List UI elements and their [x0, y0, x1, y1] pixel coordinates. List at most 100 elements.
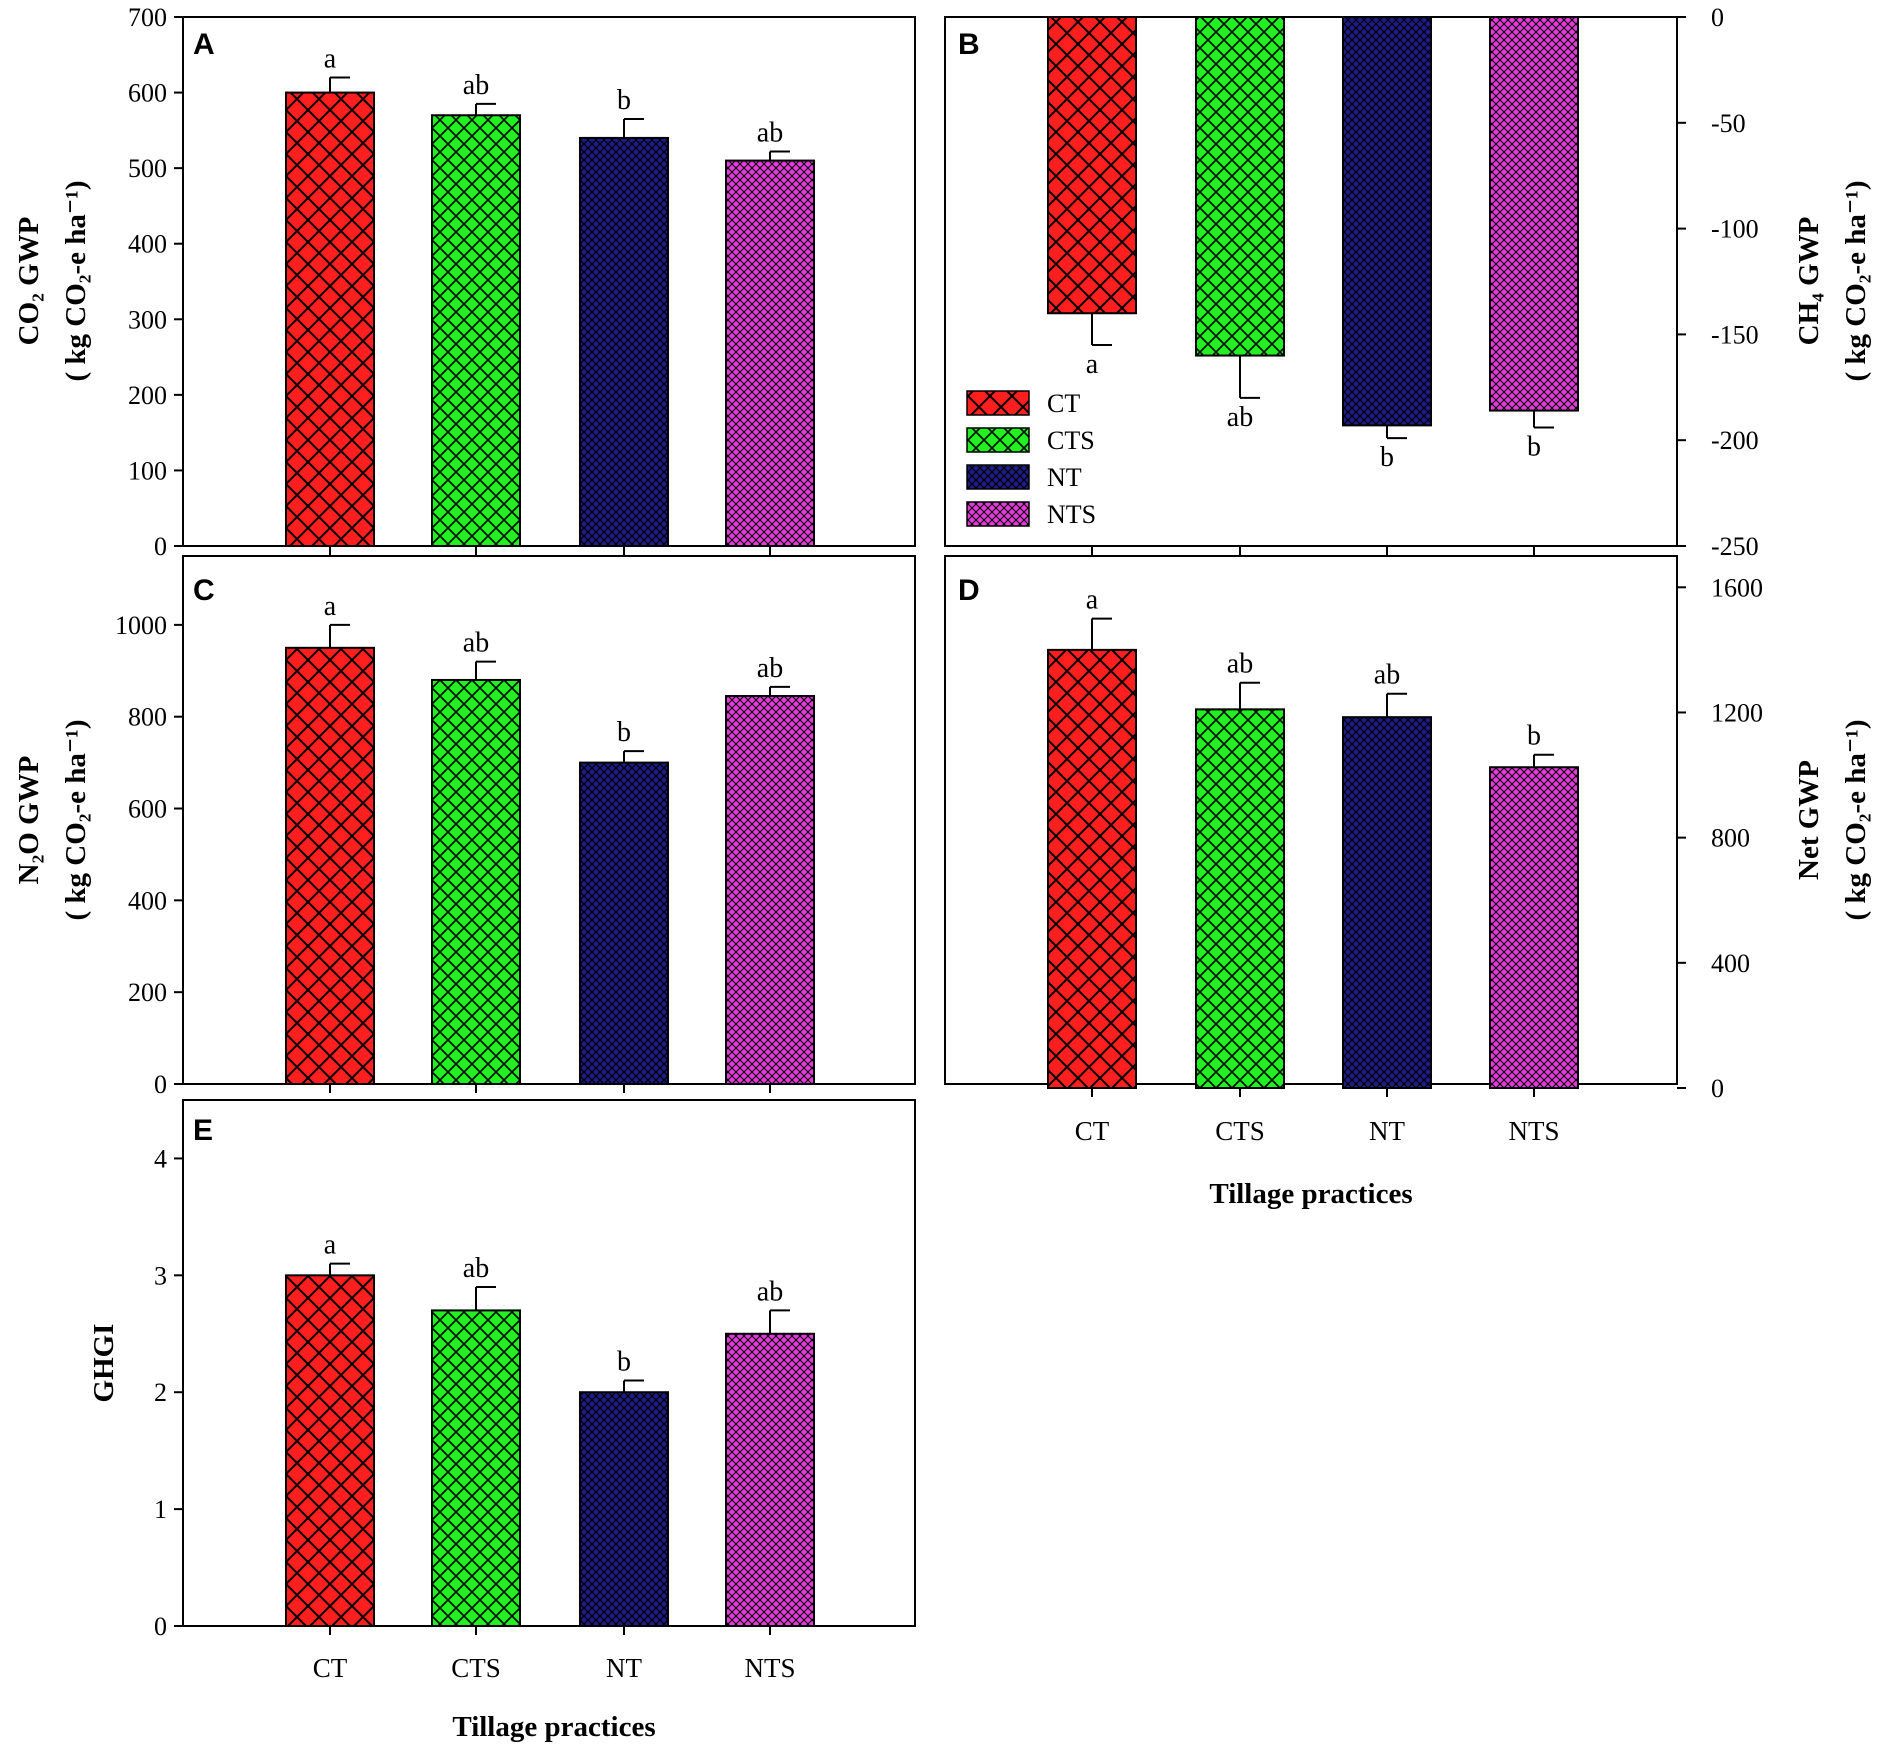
panel-d-ytick-label: 1600 [1711, 573, 1763, 602]
panel-a-frame [182, 16, 916, 547]
panel-c-ytick-label: 0 [154, 1070, 167, 1099]
panel-c-ytick-label: 400 [128, 886, 167, 915]
legend-swatch-nt [966, 464, 1030, 490]
panel-e-frame [182, 1099, 916, 1627]
panel-b-ytick-label: -50 [1711, 109, 1746, 138]
panel-d-bar [1342, 716, 1432, 1090]
panel-a-ytick-label: 400 [128, 230, 167, 259]
panel-d-category-label: NT [1369, 1116, 1405, 1146]
panel-c-bar [285, 646, 375, 1086]
panel-c-ytick-label: 200 [128, 978, 167, 1007]
legend: CT CTS NT NTS [966, 389, 1096, 529]
panel-b-bar [1195, 16, 1285, 357]
panel-d-category-label: NTS [1508, 1116, 1559, 1146]
panel-d-bar [1047, 648, 1137, 1089]
panel-b-ylabel: CH₄ GWP [1793, 217, 1825, 346]
legend-swatch-nts [966, 501, 1030, 527]
panel-d-sig-letter: a [1086, 585, 1099, 616]
panel-a-ylabel-unit: ( kg CO₂-e ha⁻¹) [60, 180, 92, 381]
panel-a-ytick-label: 100 [128, 456, 167, 485]
panel-b-sig-letter: b [1527, 432, 1541, 463]
panel-a-bar [725, 159, 815, 547]
panel-e-label: E [193, 1114, 213, 1147]
panel-c-ytick-label: 600 [128, 795, 167, 824]
panel-d-ytick-label: 400 [1711, 949, 1750, 978]
panel-a-bar [285, 91, 375, 547]
panel-e-sig-letter: ab [463, 1253, 489, 1284]
panel-e-sig-letter: ab [757, 1276, 783, 1307]
panel-b-sig-letter: ab [1227, 402, 1253, 433]
panel-d-bar [1195, 708, 1285, 1089]
panel-d-bar [1489, 766, 1579, 1089]
panel-c-bar [725, 695, 815, 1085]
panel-d-ytick-label: 1200 [1711, 698, 1763, 727]
panel-d-ytick-label: 0 [1711, 1074, 1724, 1103]
panel-b-ytick-label: 0 [1711, 3, 1724, 32]
panel-b-ytick-label: -150 [1711, 320, 1759, 349]
panel-c-sig-letter: ab [757, 653, 783, 684]
panel-e-ytick-label: 4 [154, 1144, 167, 1173]
panel-c-label: C [193, 574, 215, 607]
panel-b-ytick-label: -100 [1711, 215, 1759, 244]
legend-swatch-ct [966, 390, 1030, 416]
panel-a-sig-letter: ab [757, 118, 783, 149]
panel-c-sig-letter: b [617, 717, 631, 748]
panel-e-bar [725, 1332, 815, 1628]
legend-swatch-cts [966, 427, 1030, 453]
panel-d-ylabel-unit: ( kg CO₂-e ha⁻¹) [1840, 719, 1872, 920]
panel-e-category-label: NTS [744, 1653, 795, 1683]
panel-c-sig-letter: ab [463, 628, 489, 659]
panel-b-sig-letter: b [1380, 442, 1394, 473]
panel-a-sig-letter: b [617, 85, 631, 116]
panel-e-category-label: NT [606, 1653, 642, 1683]
panel-c-bar [579, 761, 669, 1085]
panel-a-ytick-label: 200 [128, 381, 167, 410]
panel-c-ytick-label: 800 [128, 703, 167, 732]
panel-a-ytick-label: 500 [128, 154, 167, 183]
legend-label-nts: NTS [1047, 500, 1096, 529]
panel-a-sig-letter: a [324, 43, 337, 74]
panel-b-sig-letter: a [1086, 349, 1099, 380]
panel-e-sig-letter: b [617, 1347, 631, 1378]
panel-a-bar [579, 136, 669, 548]
panel-c-frame [182, 555, 916, 1085]
panel-e-bar [431, 1309, 521, 1628]
panel-c-bar [431, 678, 521, 1085]
panel-c-ytick-label: 1000 [115, 611, 167, 640]
panel-e-ylabel: GHGI [88, 1324, 120, 1403]
legend-label-nt: NT [1047, 463, 1082, 492]
panel-b-ylabel-unit: ( kg CO₂-e ha⁻¹) [1840, 180, 1872, 381]
panel-b-label: B [958, 28, 980, 61]
panel-d-category-label: CT [1075, 1116, 1110, 1146]
panel-a-ytick-label: 0 [154, 532, 167, 561]
panel-d-category-label: CTS [1215, 1116, 1265, 1146]
panel-d-sig-letter: ab [1227, 649, 1253, 680]
legend-label-ct: CT [1047, 389, 1080, 418]
panel-a-ytick-label: 300 [128, 305, 167, 334]
panel-a-ytick-label: 600 [128, 79, 167, 108]
panel-e-category-label: CTS [451, 1653, 501, 1683]
panel-e-xlabel: Tillage practices [452, 1711, 655, 1743]
panel-d-frame [944, 555, 1678, 1085]
panel-e-sig-letter: a [324, 1230, 337, 1261]
panel-b-bar [1489, 16, 1579, 412]
panel-e-ytick-label: 3 [154, 1261, 167, 1290]
legend-label-cts: CTS [1047, 426, 1095, 455]
panel-d-ylabel: Net GWP [1793, 760, 1825, 880]
panel-d-ytick-label: 800 [1711, 824, 1750, 853]
panel-b-bar [1342, 16, 1432, 427]
panel-a-label: A [193, 28, 215, 61]
panel-e-bar [579, 1391, 669, 1627]
panel-a-ytick-label: 700 [128, 3, 167, 32]
panel-d-sig-letter: ab [1374, 660, 1400, 691]
panel-d-label: D [958, 574, 980, 607]
panel-e-bar [285, 1274, 375, 1628]
panel-b-frame [944, 16, 1678, 547]
panel-e-ytick-label: 2 [154, 1378, 167, 1407]
panel-c-ylabel-unit: ( kg CO₂-e ha⁻¹) [60, 719, 92, 920]
panel-a-bar [431, 114, 521, 547]
panel-e-ytick-label: 1 [154, 1495, 167, 1524]
panel-a-ylabel: CO₂ GWP [13, 217, 45, 346]
